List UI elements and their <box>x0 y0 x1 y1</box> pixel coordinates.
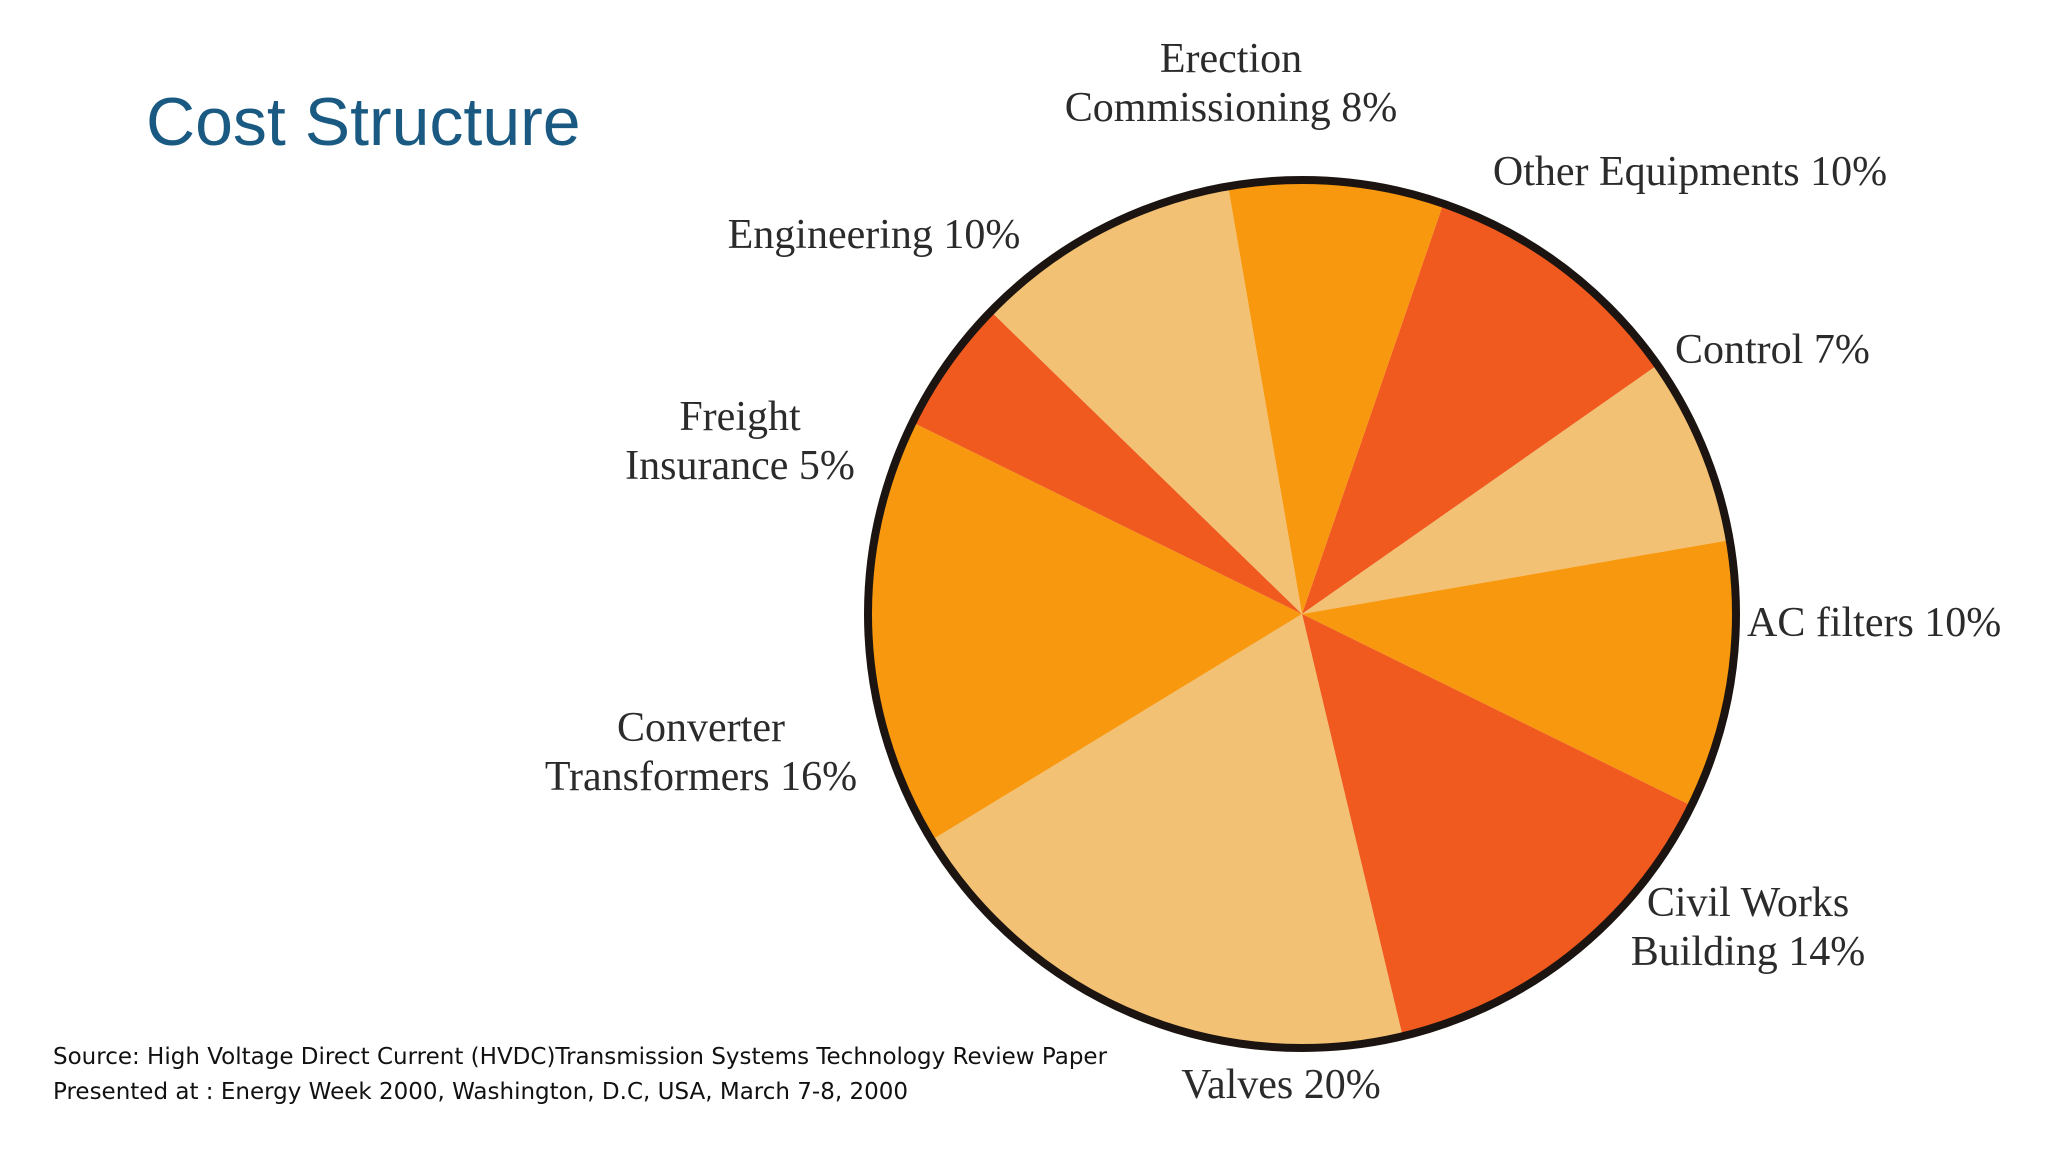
pie-slice-5 <box>931 614 1403 1048</box>
slice-label-6-line-2: Transformers 16% <box>545 754 857 800</box>
slice-label-7: Freight Insurance 5% <box>625 394 855 489</box>
slice-label-6: Converter Transformers 16% <box>545 705 857 800</box>
slice-label-4: Civil Works Building 14% <box>1631 880 1866 975</box>
slice-label-2-line-1: Control 7% <box>1675 327 1870 373</box>
pie-outline <box>864 176 1740 1052</box>
slice-label-3: AC filters 10% <box>1747 600 2001 646</box>
slice-label-5: Valves 20% <box>1181 1062 1380 1108</box>
slice-label-1: Other Equipments 10% <box>1493 149 1887 195</box>
slice-label-3-line-1: AC filters 10% <box>1747 600 2001 646</box>
slice-label-9-line-1: Erection <box>1160 36 1302 82</box>
slice-label-8: Engineering 10% <box>728 212 1021 258</box>
pie-slice-3 <box>1302 540 1737 806</box>
slice-label-1-line-1: Other Equipments 10% <box>1493 149 1887 195</box>
pie-slice-1 <box>1302 203 1658 614</box>
slice-label-5-line-1: Valves 20% <box>1181 1062 1380 1108</box>
slice-label-9: Erection Commissioning 8% <box>1065 36 1398 131</box>
pie-slice-6 <box>868 422 1302 841</box>
slice-label-7-line-1: Freight <box>679 394 801 440</box>
slice-label-4-line-2: Building 14% <box>1631 929 1866 975</box>
slice-label-8-line-1: Engineering 10% <box>728 212 1021 258</box>
source-line-1: Source: High Voltage Direct Current (HVD… <box>53 1044 1108 1070</box>
pie-slice-7 <box>912 311 1302 614</box>
pie-slices <box>868 179 1737 1048</box>
slice-label-2: Control 7% <box>1675 327 1870 373</box>
pie-labels: Other Equipments 10% Control 7% AC filters… <box>545 36 2001 1108</box>
slice-label-4-line-1: Civil Works <box>1647 880 1849 926</box>
slice-label-7-line-2: Insurance 5% <box>625 443 855 489</box>
slice-label-6-line-1: Converter <box>617 705 785 751</box>
source-note: Source: High Voltage Direct Current (HVD… <box>53 1040 1107 1110</box>
pie-slice-2 <box>1302 365 1730 614</box>
source-line-2: Presented at : Energy Week 2000, Washing… <box>53 1079 908 1105</box>
pie-slice-8 <box>990 186 1302 614</box>
pie-slice-9 <box>1228 179 1444 614</box>
slice-label-9-line-2: Commissioning 8% <box>1065 85 1398 131</box>
slide-title: Cost Structure <box>146 84 581 160</box>
